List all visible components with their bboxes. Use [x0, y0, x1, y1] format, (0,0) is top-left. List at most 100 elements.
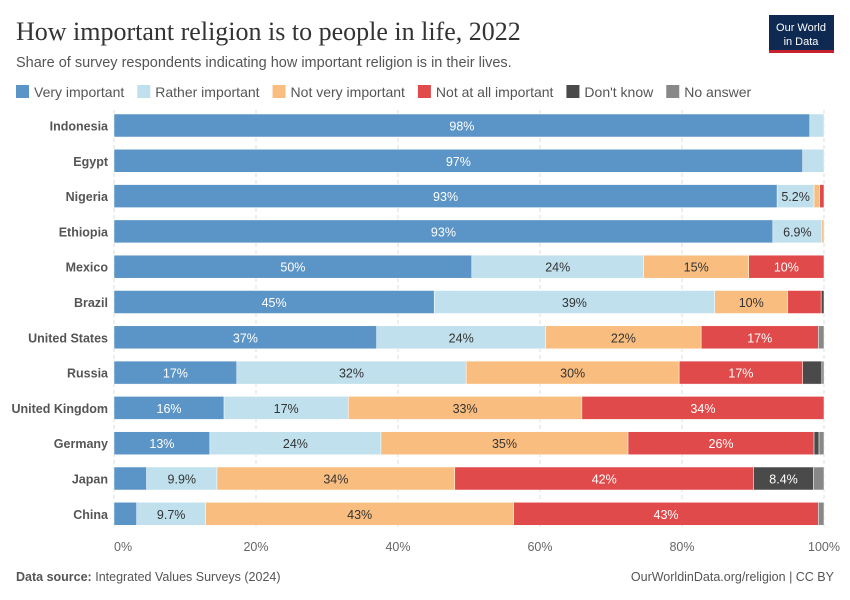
data-label: 9.9% — [168, 473, 197, 487]
bar-segment[interactable] — [113, 466, 147, 491]
category-label: Nigeria — [66, 190, 109, 204]
bar-segment[interactable] — [821, 360, 825, 385]
x-tick-label: 20% — [243, 540, 268, 554]
owid-logo[interactable]: Our World in Data — [769, 15, 834, 53]
category-label: China — [73, 508, 109, 522]
data-label: 98% — [449, 120, 474, 134]
data-label: 42% — [592, 473, 617, 487]
data-label: 39% — [562, 296, 587, 310]
data-label: 16% — [157, 402, 182, 416]
bar-segment[interactable] — [818, 431, 825, 455]
data-label: 13% — [149, 437, 174, 451]
legend-label: Rather important — [155, 84, 259, 100]
data-label: 17% — [274, 402, 299, 416]
bar-segment[interactable] — [818, 325, 825, 350]
data-label: 93% — [433, 190, 458, 204]
data-label: 15% — [684, 261, 709, 275]
data-label: 5.2% — [781, 190, 810, 204]
bar-segment[interactable] — [813, 466, 825, 491]
data-label: 17% — [163, 367, 188, 381]
chart-subtitle: Share of survey respondents indicating h… — [16, 55, 512, 71]
svg-text:Our World: Our World — [776, 22, 826, 34]
data-label: 8.4% — [769, 473, 798, 487]
data-label: 10% — [739, 296, 764, 310]
legend-swatch — [417, 85, 431, 98]
bar-segment[interactable] — [820, 290, 825, 314]
legend-label: Not at all important — [436, 84, 554, 100]
legend-label: Don't know — [584, 84, 654, 100]
bar-segment[interactable] — [819, 184, 825, 208]
legend-label: Not very important — [291, 84, 405, 100]
x-tick-label: 40% — [385, 540, 410, 554]
legend-swatch — [566, 85, 580, 98]
legend-label: Very important — [34, 84, 124, 100]
legend-swatch — [16, 85, 29, 98]
category-label: United Kingdom — [11, 402, 108, 416]
bar-segment[interactable] — [581, 396, 825, 420]
legend: Very important Rather important Not very i… — [16, 84, 752, 100]
data-label: 50% — [280, 261, 305, 275]
legend-item[interactable]: Rather important — [137, 84, 260, 100]
data-label: 33% — [453, 402, 478, 416]
data-label: 9.7% — [157, 508, 186, 522]
legend-item[interactable]: Don't know — [566, 84, 654, 100]
bar-segment[interactable] — [802, 149, 825, 173]
category-label: Indonesia — [50, 120, 109, 134]
legend-swatch — [272, 85, 286, 98]
bar-segment[interactable] — [809, 113, 825, 138]
data-label: 24% — [449, 331, 474, 345]
svg-text:in Data: in Data — [784, 36, 820, 48]
data-label: 43% — [654, 508, 679, 522]
bar-segment[interactable] — [748, 254, 825, 279]
data-label: 6.9% — [783, 225, 812, 239]
category-label: Germany — [54, 437, 108, 451]
data-label: 26% — [709, 437, 734, 451]
bar-segment[interactable] — [818, 502, 825, 526]
legend-label: No answer — [684, 84, 751, 100]
x-tick-label: 80% — [669, 540, 694, 554]
data-label: 43% — [347, 508, 372, 522]
data-label: 17% — [728, 367, 753, 381]
data-label: 35% — [492, 437, 517, 451]
data-label: 24% — [545, 261, 570, 275]
legend-swatch — [666, 85, 680, 98]
data-label: 34% — [323, 473, 348, 487]
x-tick-label: 0% — [114, 540, 132, 554]
category-label: Ethiopia — [59, 225, 109, 239]
source-label-prefix: Data source: — [16, 570, 92, 584]
bar-segment[interactable] — [813, 184, 820, 208]
category-label: Russia — [67, 367, 109, 381]
category-label: Japan — [72, 473, 108, 487]
source-name[interactable]: Integrated Values Surveys (2024) — [95, 570, 280, 584]
data-label: 93% — [431, 225, 456, 239]
x-tick-label: 100% — [808, 540, 840, 554]
data-label: 24% — [283, 437, 308, 451]
credit-link[interactable]: OurWorldinData.org/religion | CC BY — [631, 570, 835, 584]
data-label: 17% — [747, 331, 772, 345]
legend-item[interactable]: No answer — [666, 84, 752, 100]
x-tick-label: 60% — [527, 540, 552, 554]
data-label: 32% — [339, 367, 364, 381]
legend-swatch — [137, 85, 151, 98]
data-label: 34% — [690, 402, 715, 416]
legend-item[interactable]: Very important — [16, 84, 124, 100]
bar-segment[interactable] — [821, 219, 825, 244]
chart-title: How important religion is to people in l… — [16, 17, 521, 46]
bar-segment[interactable] — [813, 431, 820, 455]
bar-segment[interactable] — [802, 360, 823, 385]
data-label: 10% — [774, 261, 799, 275]
category-label: United States — [28, 331, 108, 345]
legend-item[interactable]: Not at all important — [417, 84, 554, 100]
bar-segment[interactable] — [787, 290, 822, 314]
source-label: Data source: Integrated Values Surveys (… — [16, 570, 281, 584]
legend-item[interactable]: Not very important — [272, 84, 405, 100]
category-label: Egypt — [73, 155, 109, 169]
category-label: Mexico — [66, 261, 109, 275]
category-label: Brazil — [74, 296, 108, 310]
bar-segment[interactable] — [113, 502, 137, 526]
data-label: 45% — [262, 296, 287, 310]
data-label: 97% — [446, 155, 471, 169]
data-label: 37% — [233, 331, 258, 345]
data-label: 22% — [611, 331, 636, 345]
